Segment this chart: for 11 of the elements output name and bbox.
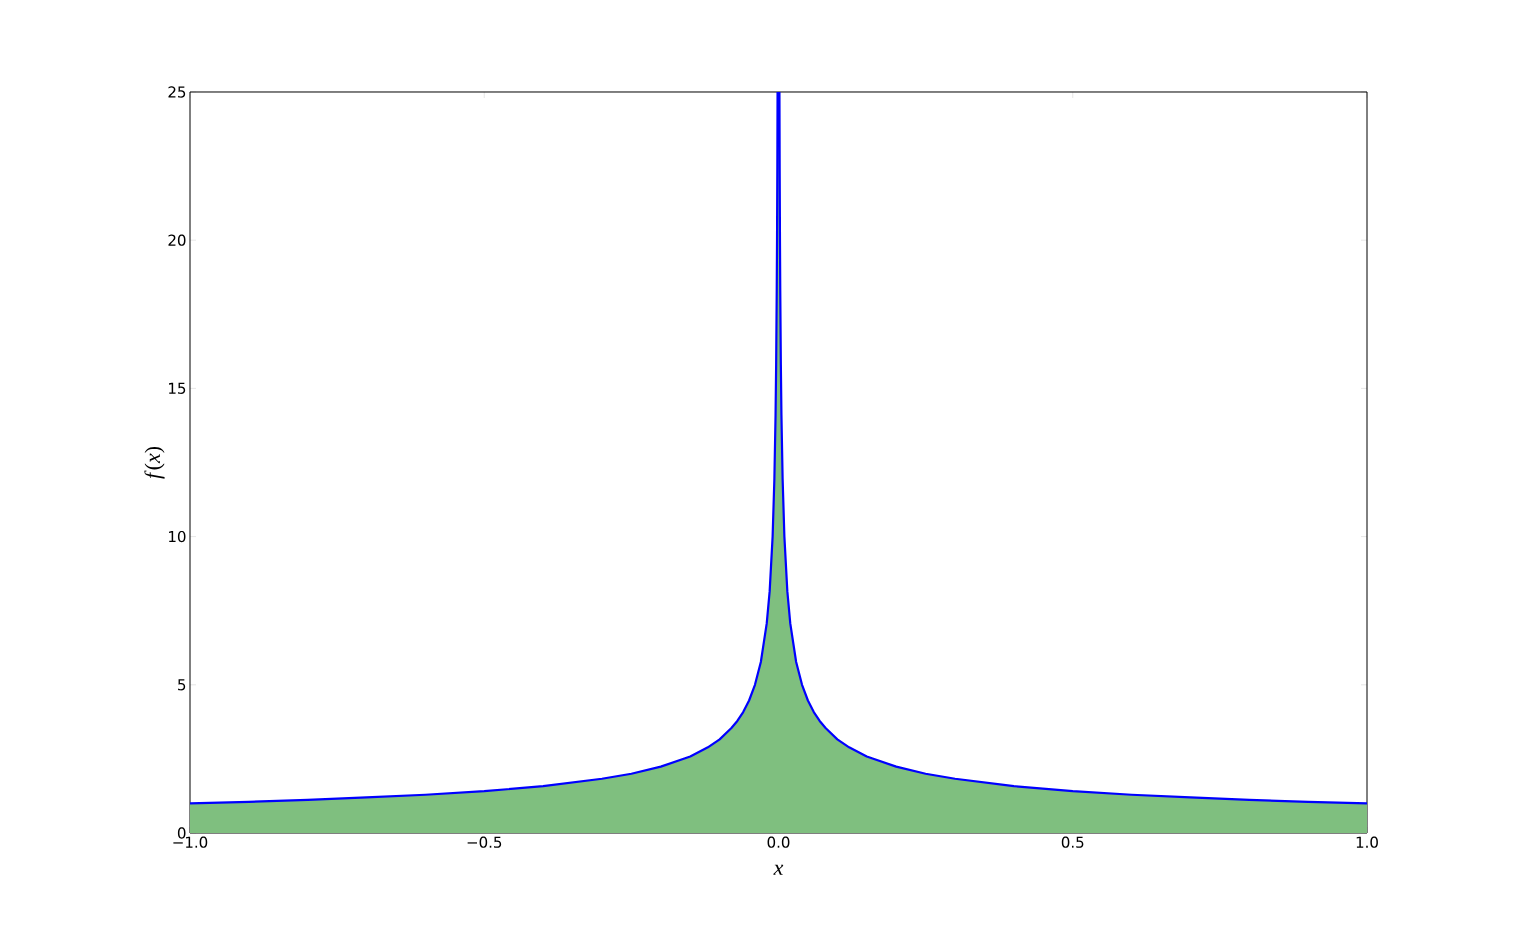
y-axis-title: f(x) [144,446,165,479]
x-axis-title: x [773,864,784,875]
y-tick-label: 5 [178,679,186,691]
y-tick-label: 25 [168,86,186,98]
x-tick-label: 0.0 [767,836,790,848]
x-tick-label: 0.5 [1061,836,1084,848]
x-tick-label: −0.5 [467,836,502,848]
y-tick-label: 15 [169,382,186,394]
y-tick-label: 20 [168,234,186,246]
y-tick-label: 10 [169,530,186,543]
x-tick-label: 1.0 [1356,836,1378,848]
